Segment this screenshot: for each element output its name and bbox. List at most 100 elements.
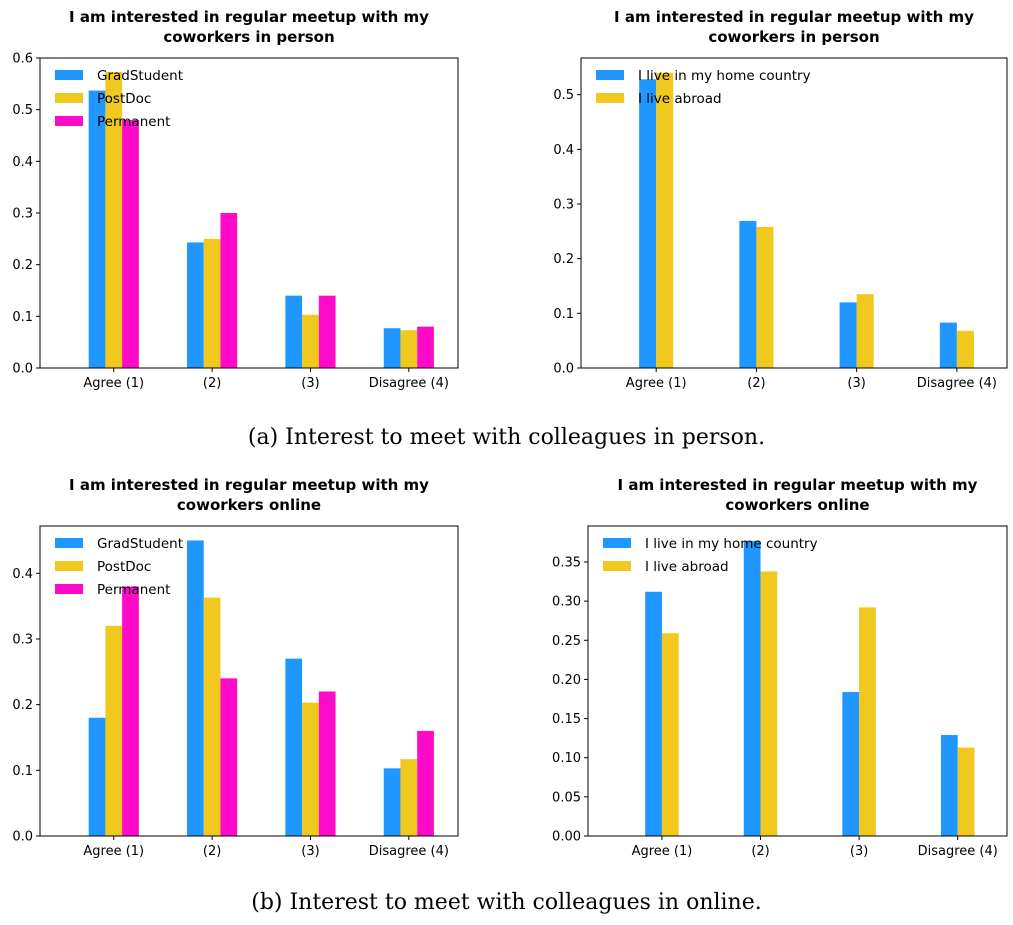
bar [105,71,123,368]
legend-label: I live in my home country [645,536,818,552]
x-tick-label: (2) [751,844,769,859]
y-tick-label: 0.3 [12,207,33,222]
chart-title-line-1: I am interested in regular meetup with m… [69,476,429,494]
bar [88,717,106,836]
y-tick-label: 0.3 [553,197,574,212]
bar [203,597,221,836]
y-tick-label: 0.10 [552,751,581,766]
bar [105,625,123,836]
bar [639,79,657,368]
y-tick-label: 0.0 [553,362,574,377]
chart-svg-3: I am interested in regular meetup with m… [552,476,1008,859]
legend-label: Permanent [97,114,170,130]
legend-label: I live abroad [638,91,722,107]
x-tick-label: (3) [847,376,865,391]
bar [957,747,975,836]
x-tick-label: (2) [203,376,221,391]
chart-title-line-2: coworkers online [725,496,869,514]
y-tick-label: 0.2 [553,252,574,267]
y-tick-label: 0.1 [12,310,33,325]
y-tick-label: 0.2 [12,698,33,713]
x-tick-label: (2) [747,376,765,391]
y-tick-label: 0.05 [552,790,581,805]
x-tick-label: (3) [850,844,868,859]
bar [842,691,860,836]
legend-swatch [55,538,83,548]
legend-swatch [55,561,83,571]
y-tick-label: 0.1 [553,307,574,322]
bar [656,72,674,368]
bar [203,238,221,368]
x-tick-label: Disagree (4) [369,844,449,859]
caption-a: (a) Interest to meet with colleagues in … [247,425,766,450]
y-tick-label: 0.35 [552,556,581,571]
legend-label: GradStudent [97,68,183,84]
legend-label: Permanent [97,582,170,598]
chart-b-left: I am interested in regular meetup with m… [0,468,506,867]
bar [940,735,958,836]
bar [417,326,434,368]
legend-label: GradStudent [97,536,183,552]
x-tick-label: Agree (1) [626,376,687,391]
bar [645,591,662,836]
chart-title-line-1: I am interested in regular meetup with m… [69,8,429,26]
legend-swatch [55,116,83,126]
chart-title-line-2: coworkers online [177,496,321,514]
legend-swatch [55,584,83,594]
bar [417,730,434,836]
bar [187,242,204,368]
x-tick-label: Agree (1) [632,844,693,859]
bar [122,586,139,836]
x-tick-label: Disagree (4) [369,376,449,391]
bar [743,540,761,836]
y-tick-label: 0.4 [12,567,33,582]
y-tick-label: 0.20 [552,673,581,688]
bar [400,759,418,836]
axes-frame [580,57,1008,369]
y-tick-label: 0.4 [553,143,574,158]
bar [302,314,319,368]
y-tick-label: 0.6 [12,52,33,67]
y-tick-label: 0.00 [552,830,581,845]
y-tick-label: 0.4 [12,155,33,170]
bar [760,571,778,836]
legend-label: PostDoc [97,91,151,107]
bar [939,322,957,368]
bar [122,120,139,368]
legend-label: PostDoc [97,559,151,575]
bar [859,607,876,836]
y-tick-label: 0.0 [12,830,33,845]
legend-label: I live in my home country [638,68,811,84]
bar [318,691,336,836]
bar [739,220,757,368]
x-tick-label: Disagree (4) [917,376,997,391]
y-tick-label: 0.2 [12,258,33,273]
bar [88,90,106,369]
x-tick-label: Disagree (4) [918,844,998,859]
bar [383,768,401,836]
chart-title-line-1: I am interested in regular meetup with m… [614,8,974,26]
y-tick-label: 0.25 [552,634,581,649]
legend-swatch [603,561,631,571]
x-tick-label: Agree (1) [83,376,144,391]
y-tick-label: 0.15 [552,712,581,727]
chart-title-line-1: I am interested in regular meetup with m… [618,476,978,494]
bar [661,633,679,836]
axes-frame [39,525,459,837]
x-tick-label: Agree (1) [83,844,144,859]
bar [285,295,303,368]
caption-b: (b) Interest to meet with colleagues in … [251,890,762,915]
legend-swatch [596,70,624,80]
chart-a-left: I am interested in regular meetup with m… [0,0,506,399]
legend-swatch [596,93,624,103]
bar [318,295,336,368]
bar [956,330,974,368]
bar [220,213,238,368]
x-tick-label: (3) [301,844,319,859]
bar [285,658,303,836]
legend-label: I live abroad [645,559,729,575]
legend-swatch [603,538,631,548]
y-tick-label: 0.5 [12,103,33,118]
legend-swatch [55,70,83,80]
bar [839,302,857,368]
